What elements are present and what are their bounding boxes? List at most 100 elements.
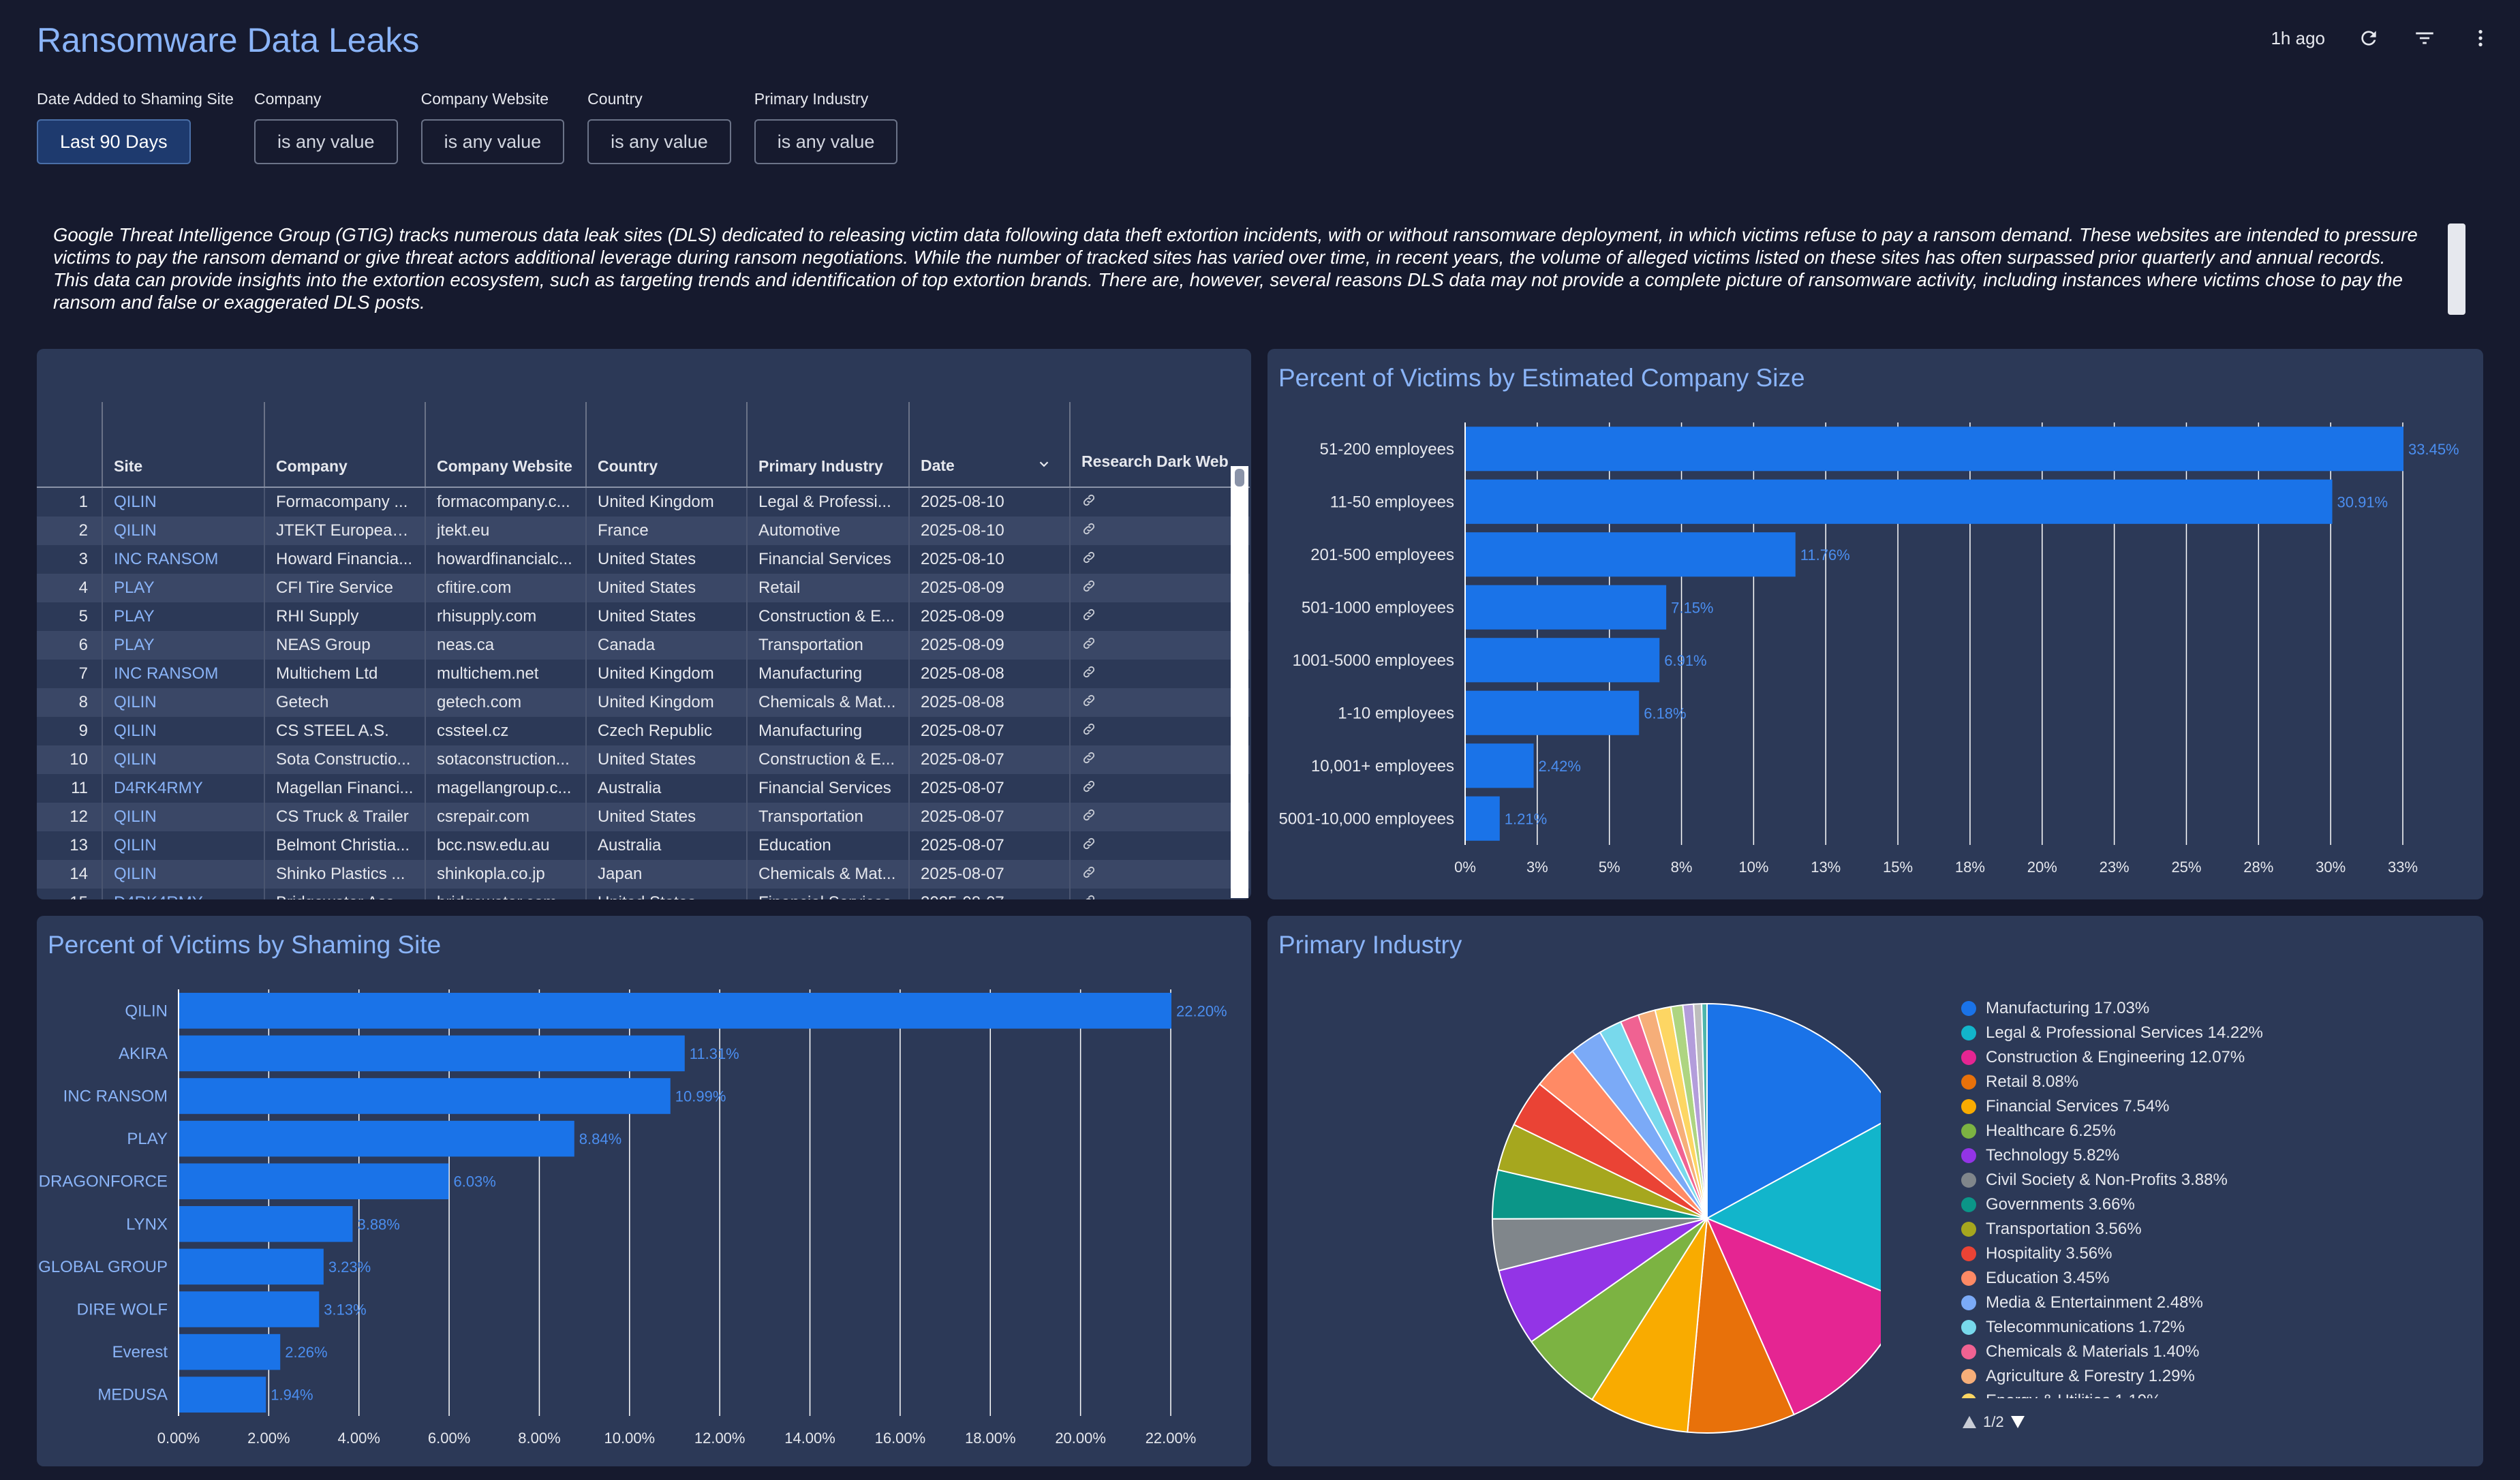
link-icon[interactable] <box>1081 750 1096 765</box>
cell-site[interactable]: INC RANSOM <box>102 660 264 688</box>
cell-site[interactable]: QILIN <box>102 688 264 717</box>
pie-slice[interactable] <box>1687 1216 1795 1434</box>
column-header-date[interactable]: Date <box>908 402 1070 488</box>
bar[interactable] <box>1466 427 2403 472</box>
bar[interactable] <box>1466 743 1534 788</box>
legend-item[interactable]: Agriculture & Forestry 1.29% <box>1961 1364 2263 1389</box>
link-icon[interactable] <box>1081 693 1096 708</box>
legend-item[interactable]: Financial Services 7.54% <box>1961 1094 2263 1119</box>
bar[interactable] <box>179 1078 671 1114</box>
table-row[interactable]: 5 PLAY RHI Supply rhisupply.com United State… <box>37 602 1250 631</box>
bar[interactable] <box>1466 796 1500 841</box>
filter-primary-industry-button[interactable]: is any value <box>754 119 898 164</box>
legend-item[interactable]: Media & Entertainment 2.48% <box>1961 1291 2263 1315</box>
table-scrollbar[interactable] <box>1231 466 1248 898</box>
cell-research-dark-web[interactable] <box>1069 860 1250 889</box>
link-icon[interactable] <box>1081 636 1096 651</box>
table-row[interactable]: 14 QILIN Shinko Plastics ... shinkopla.co.j… <box>37 860 1250 889</box>
sort-desc-icon[interactable] <box>1036 457 1051 476</box>
cell-site[interactable]: QILIN <box>102 487 264 517</box>
bar[interactable] <box>1466 690 1640 735</box>
cell-site[interactable]: PLAY <box>102 631 264 660</box>
bar[interactable] <box>179 1291 320 1327</box>
legend-item[interactable]: Legal & Professional Services 14.22% <box>1961 1021 2263 1045</box>
legend-item[interactable]: Civil Society & Non-Profits 3.88% <box>1961 1168 2263 1192</box>
link-icon[interactable] <box>1081 779 1096 794</box>
cell-research-dark-web[interactable] <box>1069 545 1250 574</box>
link-icon[interactable] <box>1081 550 1096 565</box>
filter-date-button[interactable]: Last 90 Days <box>37 119 191 164</box>
column-header-company-website[interactable]: Company Website <box>425 402 586 488</box>
cell-research-dark-web[interactable] <box>1069 889 1250 899</box>
table-row[interactable]: 2 QILIN JTEKT European ... jtekt.eu France Au… <box>37 517 1250 545</box>
column-header-country[interactable]: Country <box>585 402 747 488</box>
filter-company-button[interactable]: is any value <box>253 119 398 164</box>
legend-item[interactable]: Telecommunications 1.72% <box>1961 1315 2263 1340</box>
link-icon[interactable] <box>1081 893 1096 899</box>
legend-item[interactable]: Education 3.45% <box>1961 1266 2263 1291</box>
table-row[interactable]: 3 INC RANSOM Howard Financia... howardfinan… <box>37 545 1250 574</box>
table-scrollbar-thumb[interactable] <box>1235 469 1244 487</box>
bar[interactable] <box>179 1206 353 1242</box>
table-row[interactable]: 8 QILIN Getech getech.com United Kingdom Chem… <box>37 688 1250 717</box>
table-row[interactable]: 9 QILIN CS STEEL A.S. cssteel.cz Czech Repub… <box>37 717 1250 745</box>
cell-site[interactable]: QILIN <box>102 517 264 545</box>
link-icon[interactable] <box>1081 836 1096 851</box>
column-header-primary-industry[interactable]: Primary Industry <box>746 402 909 488</box>
link-icon[interactable] <box>1081 579 1096 593</box>
cell-research-dark-web[interactable] <box>1069 688 1250 717</box>
bar[interactable] <box>1466 585 1667 630</box>
table-row[interactable]: 1 QILIN Formacompany ... formacompany.c... U… <box>37 487 1250 517</box>
filter-icon[interactable] <box>2412 26 2437 50</box>
pie-slice[interactable] <box>1706 1002 1881 1220</box>
more-vert-icon[interactable] <box>2468 26 2493 50</box>
cell-site[interactable]: QILIN <box>102 745 264 774</box>
cell-site[interactable]: PLAY <box>102 602 264 631</box>
table-row[interactable]: 10 QILIN Sota Constructio... sotaconstructi… <box>37 745 1250 774</box>
legend-item[interactable]: Hospitality 3.56% <box>1961 1242 2263 1266</box>
legend-item[interactable]: Retail 8.08% <box>1961 1070 2263 1094</box>
table-row[interactable]: 7 INC RANSOM Multichem Ltd multichem.net Uni… <box>37 660 1250 688</box>
filter-country-button[interactable]: is any value <box>587 119 731 164</box>
cell-research-dark-web[interactable] <box>1069 803 1250 831</box>
legend-item[interactable]: Technology 5.82% <box>1961 1143 2263 1168</box>
legend-item[interactable]: Governments 3.66% <box>1961 1192 2263 1217</box>
cell-research-dark-web[interactable] <box>1069 717 1250 745</box>
cell-research-dark-web[interactable] <box>1069 574 1250 602</box>
cell-site[interactable]: QILIN <box>102 860 264 889</box>
cell-site[interactable]: QILIN <box>102 803 264 831</box>
legend-item[interactable]: Transportation 3.56% <box>1961 1217 2263 1242</box>
legend-next-icon[interactable] <box>2010 1415 2026 1430</box>
bar[interactable] <box>1466 638 1660 683</box>
table-row[interactable]: 12 QILIN CS Truck & Trailer csrepair.com Uni… <box>37 803 1250 831</box>
bar[interactable] <box>179 1120 574 1157</box>
cell-research-dark-web[interactable] <box>1069 831 1250 860</box>
bar[interactable] <box>179 1035 685 1072</box>
cell-site[interactable]: QILIN <box>102 717 264 745</box>
legend-item[interactable]: Healthcare 6.25% <box>1961 1119 2263 1143</box>
link-icon[interactable] <box>1081 722 1096 737</box>
link-icon[interactable] <box>1081 493 1096 508</box>
pie-slice[interactable] <box>1705 1115 1881 1301</box>
cell-research-dark-web[interactable] <box>1069 631 1250 660</box>
cell-research-dark-web[interactable] <box>1069 745 1250 774</box>
table-row[interactable]: 15D4RK4RMYBridgewater Ass...bridgewater.… <box>37 889 1250 899</box>
column-header-company[interactable]: Company <box>264 402 425 488</box>
pie-slice[interactable] <box>1591 1218 1708 1433</box>
filter-company-website-button[interactable]: is any value <box>420 119 565 164</box>
cell-site[interactable]: D4RK4RMY <box>102 889 264 899</box>
cell-research-dark-web[interactable] <box>1069 517 1250 545</box>
link-icon[interactable] <box>1081 664 1096 679</box>
cell-site[interactable]: PLAY <box>102 574 264 602</box>
pie-slice[interactable] <box>1701 1002 1708 1219</box>
column-header-site[interactable]: Site <box>102 402 264 488</box>
description-scrollbar[interactable] <box>2448 223 2465 315</box>
legend-item[interactable]: Construction & Engineering 12.07% <box>1961 1045 2263 1070</box>
bar[interactable] <box>179 993 1171 1029</box>
legend-item[interactable]: Manufacturing 17.03% <box>1961 996 2263 1021</box>
cell-site[interactable]: D4RK4RMY <box>102 774 264 803</box>
legend-item[interactable]: Energy & Utilities 1.19% <box>1961 1389 2263 1398</box>
refresh-icon[interactable] <box>2356 26 2381 50</box>
table-row[interactable]: 13 QILIN Belmont Christia... bcc.nsw.edu.au… <box>37 831 1250 860</box>
legend-item[interactable]: Chemicals & Materials 1.40% <box>1961 1340 2263 1364</box>
